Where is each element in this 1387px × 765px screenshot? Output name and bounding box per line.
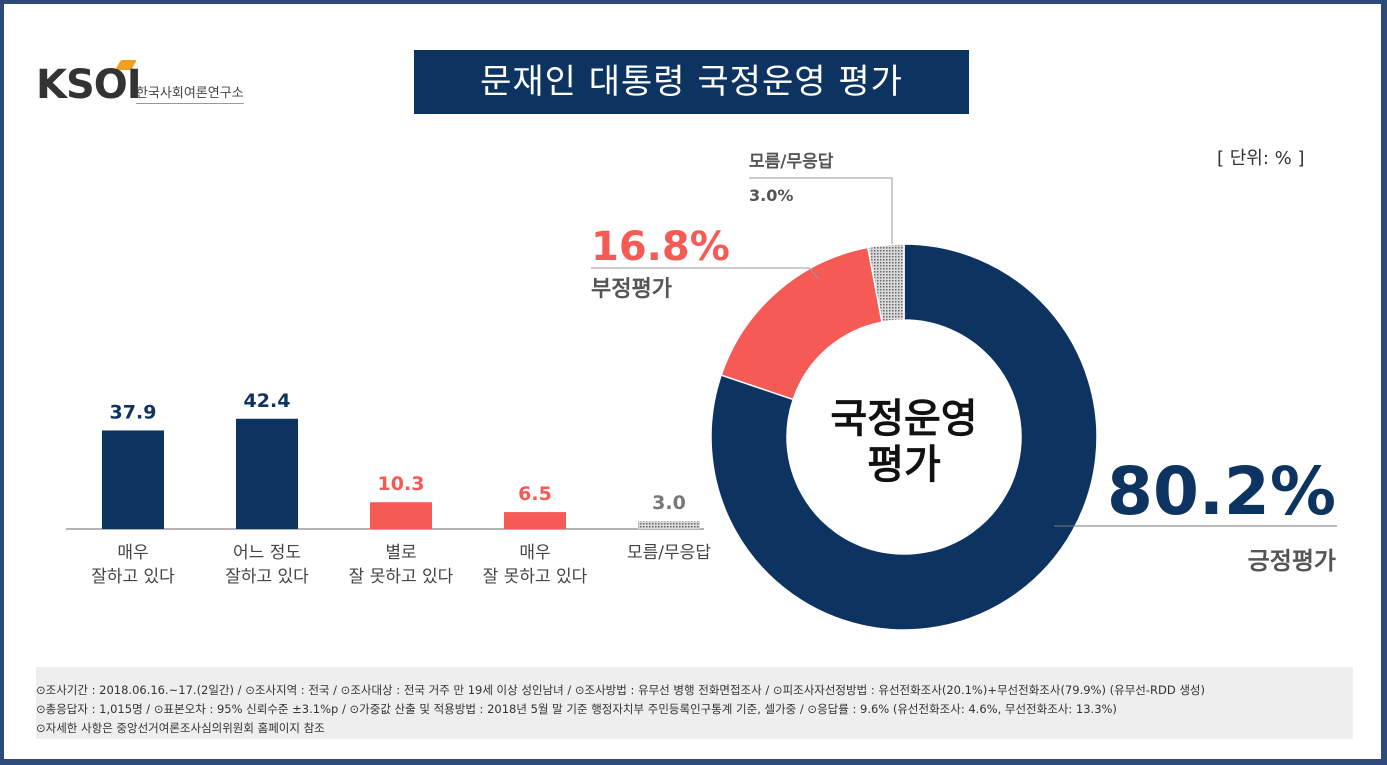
logo-org-name: 한국사회여론연구소	[136, 82, 244, 104]
bar-2	[370, 502, 432, 529]
bar-value-label-4: 3.0	[652, 492, 686, 514]
footnote-line-3: ⊙자세한 사항은 중앙선거여론조사심의위원회 홈페이지 참조	[36, 721, 325, 735]
survey-footnote: ⊙조사기간 : 2018.06.16.~17.(2일간) / ⊙조사지역 : 전…	[36, 667, 1353, 739]
bar-value-label-0: 37.9	[110, 401, 157, 423]
donut-center-label-0: 국정운영	[830, 396, 977, 442]
bar-category-label-1-1: 잘하고 있다	[225, 567, 309, 587]
callout-line-negative	[591, 267, 820, 280]
bar-category-label-4-0: 모름/무응답	[627, 543, 711, 563]
footnote-line-2: ⊙총응답자 : 1,015명 / ⊙표본오차 : 95% 신뢰수준 ±3.1%p…	[36, 702, 1117, 716]
footnote-line-1: ⊙조사기간 : 2018.06.16.~17.(2일간) / ⊙조사지역 : 전…	[36, 683, 1205, 697]
logo-wordmark: KSOI	[36, 62, 142, 108]
bar-value-label-2: 10.3	[378, 473, 425, 495]
bar-category-label-3-0: 매우	[519, 543, 550, 563]
bar-category-label-2-1: 잘 못하고 있다	[349, 567, 454, 587]
bar-category-label-2-0: 별로	[385, 543, 416, 563]
slice-value-label-1: 16.8%	[591, 224, 730, 270]
donut-center-label-1: 평가	[867, 442, 941, 488]
slide: KSOI 한국사회여론연구소 문재인 대통령 국정운영 평가 [ 단위: % ]…	[4, 4, 1381, 759]
donut-slice-0	[710, 243, 1098, 631]
bar-0	[102, 430, 164, 529]
ksoi-logo: KSOI 한국사회여론연구소	[36, 60, 266, 112]
bar-value-label-1: 42.4	[244, 390, 291, 412]
slice-name-label-1: 부정평가	[591, 277, 672, 302]
donut-slice-2	[866, 243, 905, 323]
bar-3	[504, 512, 566, 529]
slice-value-label-0: 80.2%	[1107, 453, 1336, 530]
slice-name-label-0: 긍정평가	[1248, 547, 1336, 575]
donut-slice-1	[720, 246, 883, 401]
bar-category-label-0-1: 잘하고 있다	[91, 567, 175, 587]
bar-category-label-3-1: 잘 못하고 있다	[483, 567, 588, 587]
bar-category-label-0-0: 매우	[117, 543, 148, 563]
page-title: 문재인 대통령 국정운영 평가	[414, 50, 969, 114]
bar-category-label-1-0: 어느 정도	[233, 543, 301, 563]
unit-label: [ 단위: % ]	[1217, 148, 1305, 169]
bar-4	[638, 521, 700, 529]
slice-name-label-2: 모름/무응답	[749, 152, 834, 172]
callout-line-noanswer	[749, 177, 893, 244]
bar-value-label-3: 6.5	[518, 483, 552, 505]
slice-value-label-2: 3.0%	[749, 186, 793, 205]
bar-1	[236, 418, 298, 529]
